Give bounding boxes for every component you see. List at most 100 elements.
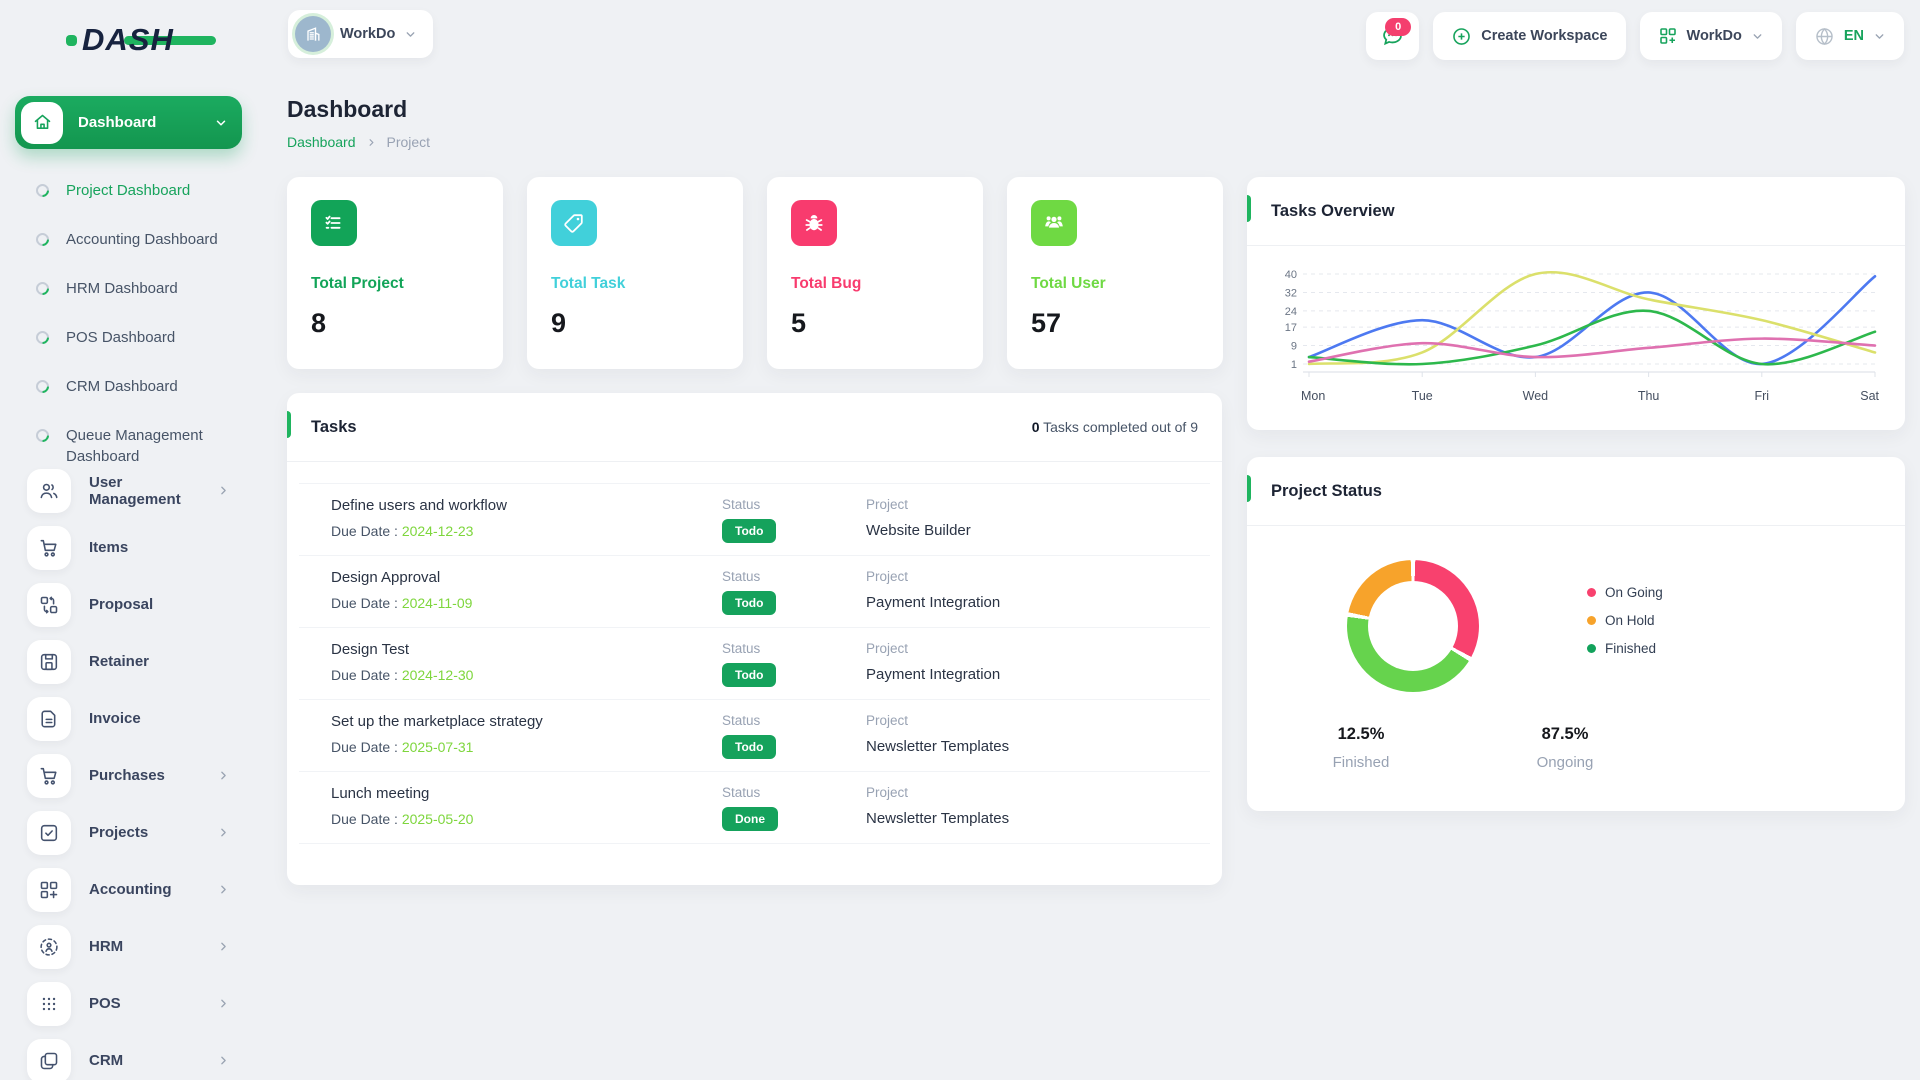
task-row[interactable]: Design Approval Due Date : 2024-11-09 Stat… [299,556,1210,628]
chevron-right-icon [217,1054,230,1067]
task-row[interactable]: Lunch meeting Due Date : 2025-05-20 Status… [299,772,1210,844]
sidebar-subitem-project-dashboard[interactable]: Project Dashboard [0,166,262,215]
svg-text:17: 17 [1285,322,1297,334]
finished-percent: 12.5% Finished [1332,725,1390,771]
project-status-panel: Project Status On Going On Hold Finished 1… [1247,457,1905,811]
legend-dot-icon [1587,588,1596,597]
stat-label: Total Task [551,275,626,292]
logo-dash-icon [123,36,216,45]
chevron-right-icon [217,826,230,839]
svg-text:Wed: Wed [1523,389,1549,403]
project-label: Project [866,785,909,800]
chevron-right-icon [366,137,377,148]
project-status-donut-chart [1347,560,1479,692]
breadcrumb-dashboard-link[interactable]: Dashboard [287,134,356,150]
sidebar-subitem-crm-dashboard[interactable]: CRM Dashboard [0,362,262,411]
donut-hole [1368,581,1458,671]
series-khaki [1307,270,1877,366]
sidebar-item-purchases[interactable]: Purchases [0,747,262,804]
dashboard-submenu: Project Dashboard Accounting Dashboard HRM… [0,166,262,481]
tasks-overview-panel: Tasks Overview 1 9 17 24 32 40 Mon Tue Wed Thu Fri… [1247,177,1905,430]
chevron-down-icon [1873,30,1886,43]
sidebar-item-items[interactable]: Items [0,519,262,576]
bullet-icon [33,377,52,396]
language-selector[interactable]: EN [1795,12,1904,60]
legend-item-finished[interactable]: Finished [1587,641,1663,656]
plus-circle-icon [1453,27,1471,45]
svg-text:Tue: Tue [1412,389,1433,403]
sidebar-item-label: Accounting [89,881,172,898]
sidebar-item-invoice[interactable]: Invoice [0,690,262,747]
sidebar-item-label: CRM [89,1052,124,1069]
sidebar-item-crm[interactable]: CRM [0,1032,262,1080]
dots-grid-icon [42,997,56,1010]
project-label: Project [866,569,909,584]
donut-legend: On Going On Hold Finished [1587,585,1663,656]
sidebar-subitem-pos-dashboard[interactable]: POS Dashboard [0,313,262,362]
sidebar: Dashboard Project Dashboard Accounting Da… [0,78,262,1080]
language-code: EN [1843,28,1864,44]
series-blue [1307,275,1877,366]
app-logo[interactable]: DASH [66,22,216,58]
series-green [1307,309,1877,366]
task-name: Lunch meeting [331,785,430,802]
status-label: Status [722,641,761,656]
task-due-date: Due Date : 2024-11-09 [331,595,473,611]
legend-label: On Hold [1605,613,1655,628]
task-name: Design Approval [331,569,441,586]
status-label: Status [722,497,761,512]
status-label: Status [722,713,761,728]
workdo-menu-button[interactable]: WorkDo [1639,12,1782,60]
sidebar-item-user-management[interactable]: User Management [0,462,262,519]
chevron-right-icon [217,883,230,896]
task-name: Set up the marketplace strategy [331,713,543,730]
svg-text:40: 40 [1285,269,1297,281]
task-row[interactable]: Define users and workflow Due Date : 2024… [299,484,1210,556]
stat-label: Total Bug [791,275,862,292]
task-row[interactable]: Design Test Due Date : 2024-12-30 Status To… [299,628,1210,700]
status-badge: Todo [722,663,777,687]
bug-icon [805,215,823,231]
task-row[interactable]: Set up the marketplace strategy Due Date … [299,700,1210,772]
create-workspace-button[interactable]: Create Workspace [1433,12,1626,60]
sidebar-item-dashboard[interactable]: Dashboard [15,96,242,149]
users-group-icon [1045,216,1063,228]
sidebar-item-pos[interactable]: POS [0,975,262,1032]
stat-value: 8 [311,308,327,338]
project-label: Project [866,497,909,512]
sidebar-subitem-accounting-dashboard[interactable]: Accounting Dashboard [0,215,262,264]
legend-dot-icon [1587,644,1596,653]
sidebar-item-label: Purchases [89,767,165,784]
legend-label: On Going [1605,585,1663,600]
tasks-title: Tasks [311,417,357,436]
sidebar-item-projects[interactable]: Projects [0,804,262,861]
legend-item-on-going[interactable]: On Going [1587,585,1663,600]
sidebar-item-label: Retainer [89,653,150,670]
stat-card-total-bug: Total Bug 5 [767,177,983,369]
svg-text:9: 9 [1291,341,1297,353]
sidebar-menu: User Management Items Proposal Retainer Invo… [0,462,262,1080]
workspace-name: WorkDo [340,26,396,42]
ongoing-percent: 87.5% Ongoing [1536,725,1594,771]
stat-label: Total Project [311,275,404,292]
task-due-date: Due Date : 2025-05-20 [331,811,474,827]
svg-text:Fri: Fri [1755,389,1770,403]
home-icon [21,101,63,144]
messages-button[interactable]: 0 [1366,12,1420,60]
task-name: Design Test [331,641,410,658]
status-badge: Done [722,807,778,831]
svg-text:Thu: Thu [1638,389,1660,403]
panel-accent [287,411,291,438]
sidebar-subitem-hrm-dashboard[interactable]: HRM Dashboard [0,264,262,313]
sidebar-item-retainer[interactable]: Retainer [0,633,262,690]
workspace-selector[interactable]: WorkDo [288,10,434,58]
sidebar-subitem-queue-management-dashboard[interactable]: Queue Management Dashboard [0,411,262,481]
checklist-icon [325,215,341,229]
logo-text: DASH [82,22,174,57]
sidebar-item-hrm[interactable]: HRM [0,918,262,975]
legend-item-on-hold[interactable]: On Hold [1587,613,1663,628]
panel-accent [1247,475,1251,502]
sidebar-item-proposal[interactable]: Proposal [0,576,262,633]
sidebar-item-accounting[interactable]: Accounting [0,861,262,918]
